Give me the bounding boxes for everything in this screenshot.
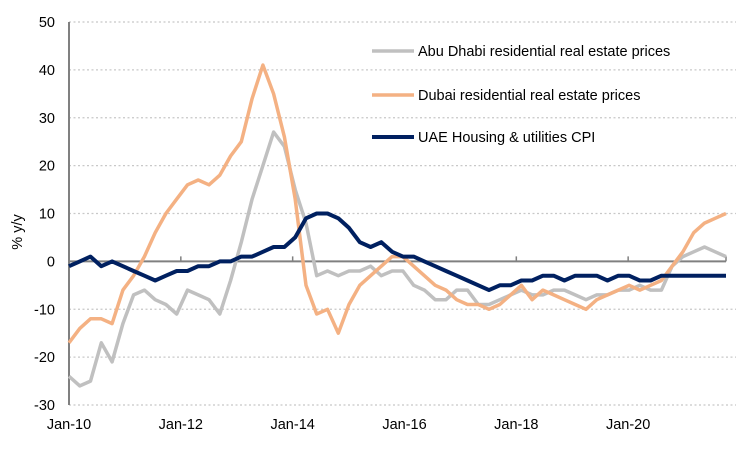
y-tick-label: 0 xyxy=(47,254,55,270)
y-tick-label: -30 xyxy=(34,398,55,414)
y-tick-label: -10 xyxy=(34,302,55,318)
gridlines xyxy=(69,21,736,406)
y-tick-label: -20 xyxy=(34,350,55,366)
x-tick-label: Jan-12 xyxy=(159,417,203,433)
legend: Abu Dhabi residential real estate prices… xyxy=(372,44,670,146)
y-tick-label: 50 xyxy=(39,15,55,31)
y-tick-label: 10 xyxy=(39,207,55,223)
y-tick-label: 30 xyxy=(39,111,55,127)
x-tick-label: Jan-20 xyxy=(606,417,650,433)
y-axis-ticks: -30 -20 -10 0 10 20 30 40 50 xyxy=(34,15,55,414)
y-axis-label: % y/y xyxy=(10,214,26,250)
legend-label: UAE Housing & utilities CPI xyxy=(418,130,595,146)
legend-label: Abu Dhabi residential real estate prices xyxy=(418,44,670,60)
x-tick-label: Jan-10 xyxy=(47,417,91,433)
y-tick-label: 20 xyxy=(39,159,55,175)
x-axis-ticks: Jan-10 Jan-12 Jan-14 Jan-16 Jan-18 Jan-20 xyxy=(47,256,727,433)
legend-label: Dubai residential real estate prices xyxy=(418,88,640,104)
series-line-dubai xyxy=(67,63,727,344)
series-line-uae-cpi xyxy=(68,211,726,293)
x-tick-label: Jan-16 xyxy=(382,417,426,433)
x-tick-label: Jan-14 xyxy=(270,417,314,433)
y-tick-label: 40 xyxy=(39,63,55,79)
series-lines xyxy=(67,63,727,388)
x-tick-label: Jan-18 xyxy=(494,417,538,433)
